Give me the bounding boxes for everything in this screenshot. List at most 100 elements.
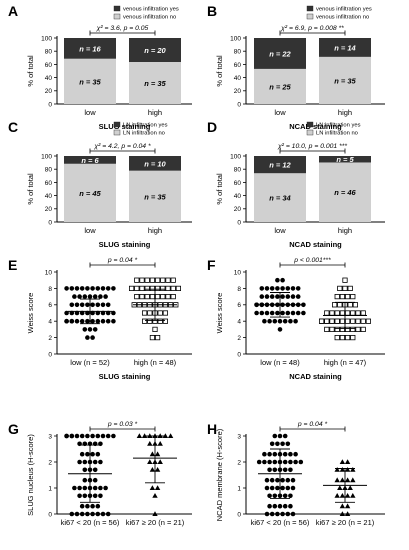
data-point xyxy=(154,285,161,292)
data-point xyxy=(352,302,359,308)
data-point xyxy=(82,485,88,491)
legend-swatch xyxy=(113,13,121,20)
data-point xyxy=(85,335,90,340)
data-point xyxy=(290,477,296,483)
data-point xyxy=(69,318,75,324)
chart-C: LN infiltration yes LN infiltration no 0 20… xyxy=(8,119,192,249)
data-point xyxy=(95,286,101,291)
bar-segment-no xyxy=(64,163,116,222)
data-point xyxy=(69,302,75,308)
data-point xyxy=(350,326,356,333)
data-point xyxy=(355,326,361,333)
bar-count-label: n = 6 xyxy=(81,156,99,165)
x-tick-label: ki67 < 20 (n = 56) xyxy=(251,518,310,527)
data-point xyxy=(344,310,351,316)
data-point xyxy=(269,286,275,291)
data-point xyxy=(95,433,101,439)
data-point xyxy=(165,293,171,300)
y-tick-label: 2 xyxy=(48,459,52,466)
data-point xyxy=(147,310,153,316)
y-tick-label: 40 xyxy=(234,75,242,82)
bar-segment-no xyxy=(254,68,306,104)
p-value-annotation: χ² = 10.0, p = 0.001 *** xyxy=(277,143,347,150)
data-point xyxy=(74,511,80,517)
legend-swatch xyxy=(113,129,121,136)
data-point xyxy=(269,485,275,491)
bar-count-label: n = 25 xyxy=(269,82,291,91)
y-tick-label: 0 xyxy=(48,101,52,108)
data-point xyxy=(82,459,88,465)
y-tick-label: 6 xyxy=(48,302,52,309)
data-point xyxy=(105,302,111,308)
bar-count-label: n = 45 xyxy=(79,189,101,198)
panel-letter: G xyxy=(8,421,19,437)
data-point xyxy=(147,318,153,324)
legend-swatch xyxy=(113,121,121,128)
data-point xyxy=(290,286,296,291)
p-value-annotation: χ² = 6.9, p = 0.008 ** xyxy=(280,25,344,32)
panel-letter: E xyxy=(8,257,17,273)
chart-G: 0 1 2 3 SLUG nucleus (H-score) ki67 < 20 (n =… xyxy=(8,421,192,527)
x-axis-label: NCAD staining xyxy=(289,372,342,381)
data-point xyxy=(339,477,346,483)
data-point xyxy=(139,277,145,283)
data-point xyxy=(350,493,356,498)
legend-swatch xyxy=(113,5,121,12)
data-point xyxy=(337,302,343,308)
data-point xyxy=(280,485,285,491)
data-point xyxy=(285,286,291,291)
y-tick-label: 0 xyxy=(48,219,52,226)
y-tick-label: 60 xyxy=(234,62,242,69)
data-point xyxy=(262,451,267,457)
y-tick-label: 3 xyxy=(48,433,52,440)
y-axis-label: % of total xyxy=(26,55,35,87)
data-point xyxy=(282,459,288,465)
data-point xyxy=(264,511,270,517)
bar-segment-no xyxy=(129,170,181,222)
x-tick-label: high xyxy=(338,226,352,235)
y-tick-label: 1 xyxy=(237,485,241,492)
x-tick-label: low (n = 48) xyxy=(260,358,300,367)
data-point xyxy=(111,433,116,439)
data-point xyxy=(329,318,335,324)
y-tick-label: 40 xyxy=(234,193,242,200)
data-point xyxy=(269,441,275,447)
data-point xyxy=(342,277,348,283)
y-tick-label: 6 xyxy=(237,302,241,309)
data-point xyxy=(90,302,95,308)
x-tick-label: ki67 < 20 (n = 56) xyxy=(61,518,120,527)
data-point xyxy=(277,503,283,509)
y-axis-label: Weiss score xyxy=(215,293,224,334)
data-point xyxy=(82,327,88,332)
data-point xyxy=(344,467,351,472)
data-point xyxy=(98,459,103,465)
legend-swatch xyxy=(306,129,314,136)
x-tick-label: low xyxy=(84,108,96,117)
data-point xyxy=(90,503,95,509)
data-point xyxy=(144,285,150,292)
data-point xyxy=(285,294,291,299)
data-point xyxy=(337,485,343,490)
y-tick-label: 40 xyxy=(45,75,53,82)
data-point xyxy=(87,294,93,299)
data-point xyxy=(77,493,82,499)
data-point xyxy=(149,277,155,283)
data-point xyxy=(64,310,69,316)
data-point xyxy=(269,511,275,517)
data-point xyxy=(280,477,285,483)
y-axis-label: SLUG nucleus (H-score) xyxy=(26,434,35,516)
data-point xyxy=(295,286,301,291)
data-point xyxy=(282,433,288,439)
data-point xyxy=(85,302,90,308)
data-point xyxy=(149,334,155,341)
data-point xyxy=(360,310,366,316)
data-point xyxy=(154,485,161,490)
data-point xyxy=(290,511,296,517)
data-point xyxy=(329,326,335,333)
y-axis-label: % of total xyxy=(26,173,35,205)
data-point xyxy=(360,326,366,333)
y-tick-label: 100 xyxy=(41,35,52,42)
data-point xyxy=(149,467,156,472)
y-tick-label: 60 xyxy=(234,180,242,187)
